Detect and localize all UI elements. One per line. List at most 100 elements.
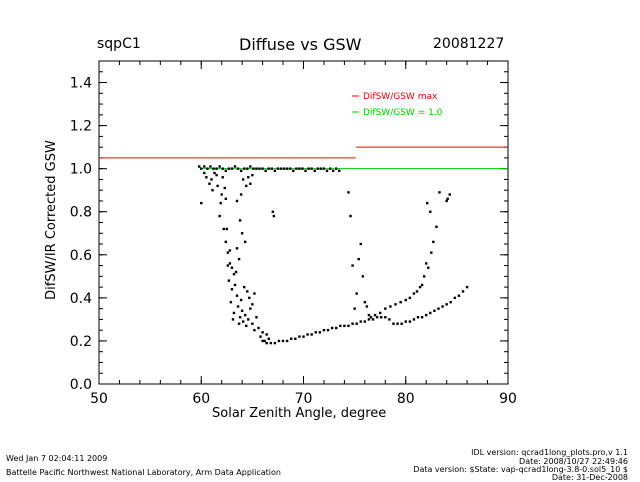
data-point (438, 191, 441, 194)
data-point (388, 318, 391, 321)
data-point (306, 333, 309, 336)
data-point (416, 316, 420, 319)
data-point (222, 227, 225, 231)
data-point (261, 339, 264, 343)
data-point (253, 292, 256, 295)
data-point (465, 285, 469, 289)
data-point (218, 214, 221, 218)
data-point (389, 305, 392, 308)
data-point (270, 167, 274, 170)
x-tick-label: 60 (192, 391, 210, 407)
data-point (224, 169, 227, 173)
data-point (269, 341, 272, 345)
data-point (294, 337, 297, 340)
data-point (232, 272, 236, 276)
data-point (225, 227, 229, 231)
data-point (328, 167, 332, 170)
data-point (282, 167, 286, 170)
data-point (359, 320, 362, 323)
data-point (310, 333, 313, 336)
data-point (335, 326, 338, 330)
data-point (425, 262, 428, 265)
data-point (298, 335, 301, 338)
data-point (415, 290, 419, 293)
data-point (206, 167, 209, 170)
data-point (304, 169, 307, 173)
data-point (267, 337, 270, 340)
data-point (373, 313, 377, 317)
data-point (339, 324, 342, 328)
data-point (238, 316, 242, 319)
data-point (230, 288, 234, 291)
data-point (236, 167, 240, 170)
data-point (203, 171, 206, 175)
data-point (313, 169, 316, 173)
data-point (209, 165, 212, 168)
data-point (240, 309, 244, 312)
site-label: sqpC1 (97, 36, 141, 52)
data-point (210, 178, 213, 181)
data-point (211, 189, 214, 192)
data-point (235, 199, 239, 203)
data-point (242, 167, 246, 170)
data-point (408, 296, 412, 300)
footer-data-version: Data version: $State: vap-qcrad1long-3.8… (413, 465, 628, 474)
data-point (261, 167, 264, 170)
data-point (234, 270, 238, 274)
data-point (394, 303, 397, 306)
data-point (445, 199, 448, 203)
data-point (252, 167, 255, 170)
data-point (448, 193, 451, 196)
data-point (224, 240, 227, 244)
data-point (249, 182, 252, 185)
data-point (435, 225, 438, 229)
data-point (228, 262, 232, 265)
data-point (461, 290, 465, 293)
data-point (249, 307, 252, 310)
data-point (279, 167, 283, 170)
data-point (235, 294, 239, 297)
data-point (227, 279, 231, 282)
data-point (412, 318, 416, 321)
data-point (355, 292, 358, 295)
data-point (226, 264, 230, 267)
y-tick-label: 0.8 (70, 205, 92, 221)
data-point (404, 320, 407, 323)
data-point (378, 311, 382, 315)
data-point (235, 247, 239, 250)
data-point (331, 169, 335, 173)
data-point (241, 178, 245, 181)
data-point (200, 167, 203, 170)
data-point (307, 167, 310, 170)
y-tick-label: 0.4 (70, 291, 92, 307)
data-point (233, 165, 237, 168)
data-point (322, 328, 326, 332)
data-point (347, 324, 350, 328)
data-point (227, 167, 231, 170)
data-point (231, 318, 235, 321)
data-point (361, 275, 365, 278)
data-point (418, 285, 422, 289)
data-point (267, 167, 270, 170)
data-point (200, 201, 203, 205)
data-point (212, 167, 215, 170)
data-point (375, 316, 379, 319)
data-point (314, 331, 317, 334)
data-point (420, 316, 424, 319)
data-point (437, 307, 440, 310)
data-point (226, 251, 230, 254)
data-point (215, 173, 218, 177)
data-point (420, 283, 424, 287)
data-point (412, 292, 416, 295)
data-point (221, 176, 224, 179)
data-point (295, 167, 298, 170)
data-point (343, 324, 346, 328)
data-point (429, 210, 432, 213)
y-tick-label: 0.2 (70, 334, 92, 350)
y-tick-label: 1.0 (70, 162, 92, 178)
data-point (351, 264, 354, 267)
data-point (400, 322, 403, 325)
data-point (318, 331, 322, 334)
legend-entry: DifSW/GSW max (363, 92, 438, 102)
